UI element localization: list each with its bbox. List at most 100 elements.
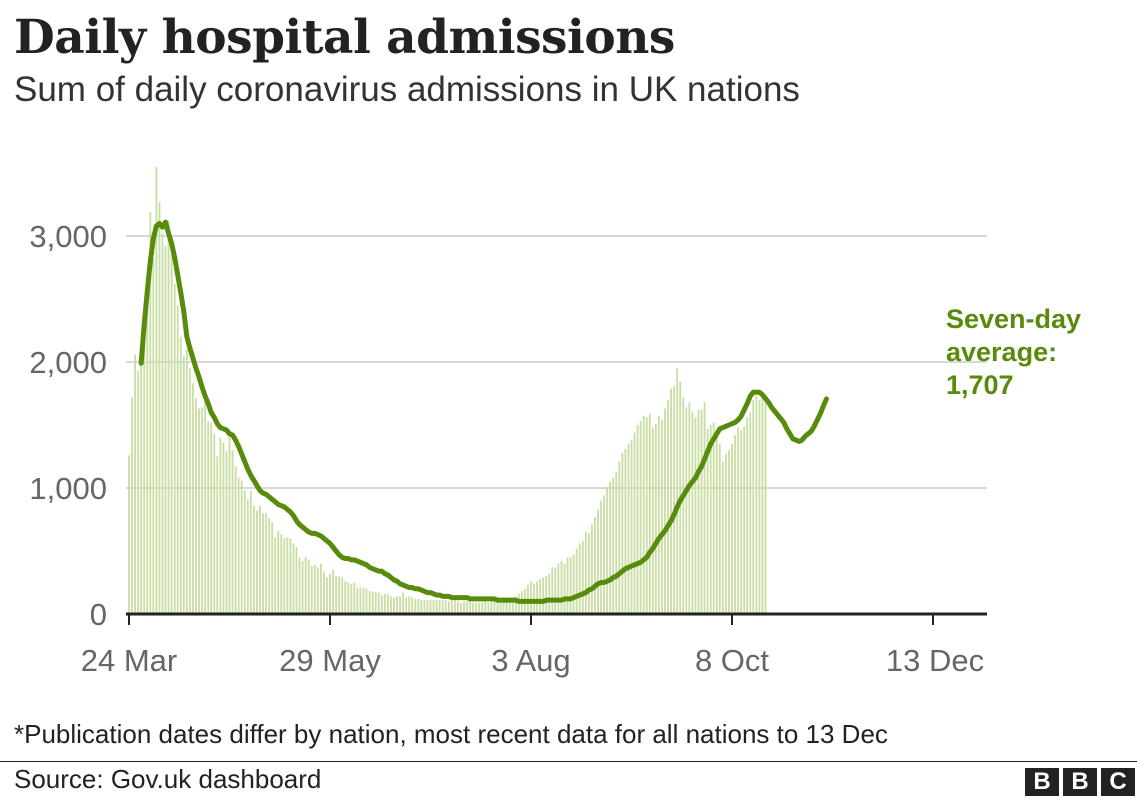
admission-bar [591,524,593,614]
admission-bar [213,433,216,614]
admission-bar [676,368,679,614]
admission-bar [734,435,736,614]
admission-bar [511,597,514,614]
admission-bar [615,471,618,614]
admission-bar [466,601,468,614]
chart-subtitle: Sum of daily coronavirus admissions in U… [14,70,800,109]
admission-bar [176,305,179,614]
admission-bar [694,417,697,614]
admission-bar [252,505,255,614]
admission-bar [246,499,249,614]
admission-bar [536,581,539,614]
x-tick-label: 29 May [279,643,381,678]
admission-bar [231,450,234,614]
admission-bar [551,567,554,614]
admission-bar [749,412,752,614]
seven-day-average-annotation: Seven-day average: 1,707 [946,304,1089,400]
admission-bar [222,442,225,614]
admission-bar [718,443,721,614]
admission-bar [390,596,392,614]
admission-bar [344,581,347,614]
admission-bar [764,402,767,614]
admission-bar [377,592,380,614]
admission-bar [326,577,328,614]
admission-bar [450,600,453,614]
footer-divider [0,761,1137,762]
admission-bar [746,417,749,614]
admission-bar [316,567,319,614]
admission-bar [228,436,231,614]
admission-bar [414,598,417,614]
admission-bar [350,583,353,614]
admission-bar [307,559,310,614]
admission-bar [636,425,639,614]
admission-bar [396,596,398,614]
admission-bar [475,602,478,614]
admission-bar [374,592,377,614]
admission-bar [633,432,636,614]
admission-bar [256,510,258,614]
admission-bar [621,452,624,614]
admission-bar [353,582,356,614]
admission-bar [627,443,630,614]
admission-bar [691,412,694,614]
admission-bar [572,554,575,614]
admission-bar [606,486,609,614]
admission-bar [393,597,395,614]
admission-bar [728,450,730,614]
admission-bar [234,466,237,614]
admission-bar [179,336,182,614]
admission-bar [189,368,191,614]
admission-bar [481,602,484,614]
admission-bar [654,423,657,614]
admission-bar [581,540,584,614]
admission-bar [167,220,170,614]
admission-bar [137,370,140,614]
admission-bar [225,451,228,614]
admission-bar [158,201,161,615]
admission-bar [286,537,289,614]
admission-bar [478,602,481,614]
admission-bar [487,602,490,614]
x-tick-label: 13 Dec [886,643,984,678]
admission-bar [335,576,338,614]
admission-bar [706,428,709,614]
admission-bar [533,583,535,614]
admission-bar [383,593,386,614]
admission-bar [268,518,271,614]
chart: 24 Mar 29 May 3 Aug 8 Oct 13 Dec 0 1,000 2,000… [29,166,1089,678]
daily-admission-bars [128,166,767,615]
admission-bar [262,513,264,614]
admission-bar [128,455,130,614]
admission-bar [444,600,447,614]
admission-bar [164,246,167,614]
admission-bar [173,283,176,614]
admission-bar [578,543,581,614]
admission-bar [761,393,764,614]
x-tick-label: 24 Mar [81,643,177,678]
admission-bar [143,333,146,614]
admission-bar [642,416,645,614]
admission-bar [603,495,606,614]
admission-bar [667,399,669,614]
admission-bar [219,437,222,614]
admission-bar [645,417,648,614]
admission-bar [496,598,499,614]
admission-bar [670,388,673,614]
admission-bar [216,456,219,614]
admission-bar [292,543,295,614]
admission-bar [740,430,743,614]
admission-bar [338,576,341,614]
admission-bar [301,561,304,614]
admission-bar [600,500,602,614]
admission-bar [658,416,660,614]
bbc-logo-block: B [1025,768,1059,796]
admission-bar [161,233,164,615]
x-axis-ticks: 24 Mar 29 May 3 Aug 8 Oct 13 Dec [81,614,984,678]
x-tick-label: 3 Aug [491,643,570,678]
admission-bar [435,600,438,614]
admission-bar [329,573,331,614]
admission-bar [420,600,423,614]
admission-bar [493,598,496,614]
admission-bar [463,601,465,614]
